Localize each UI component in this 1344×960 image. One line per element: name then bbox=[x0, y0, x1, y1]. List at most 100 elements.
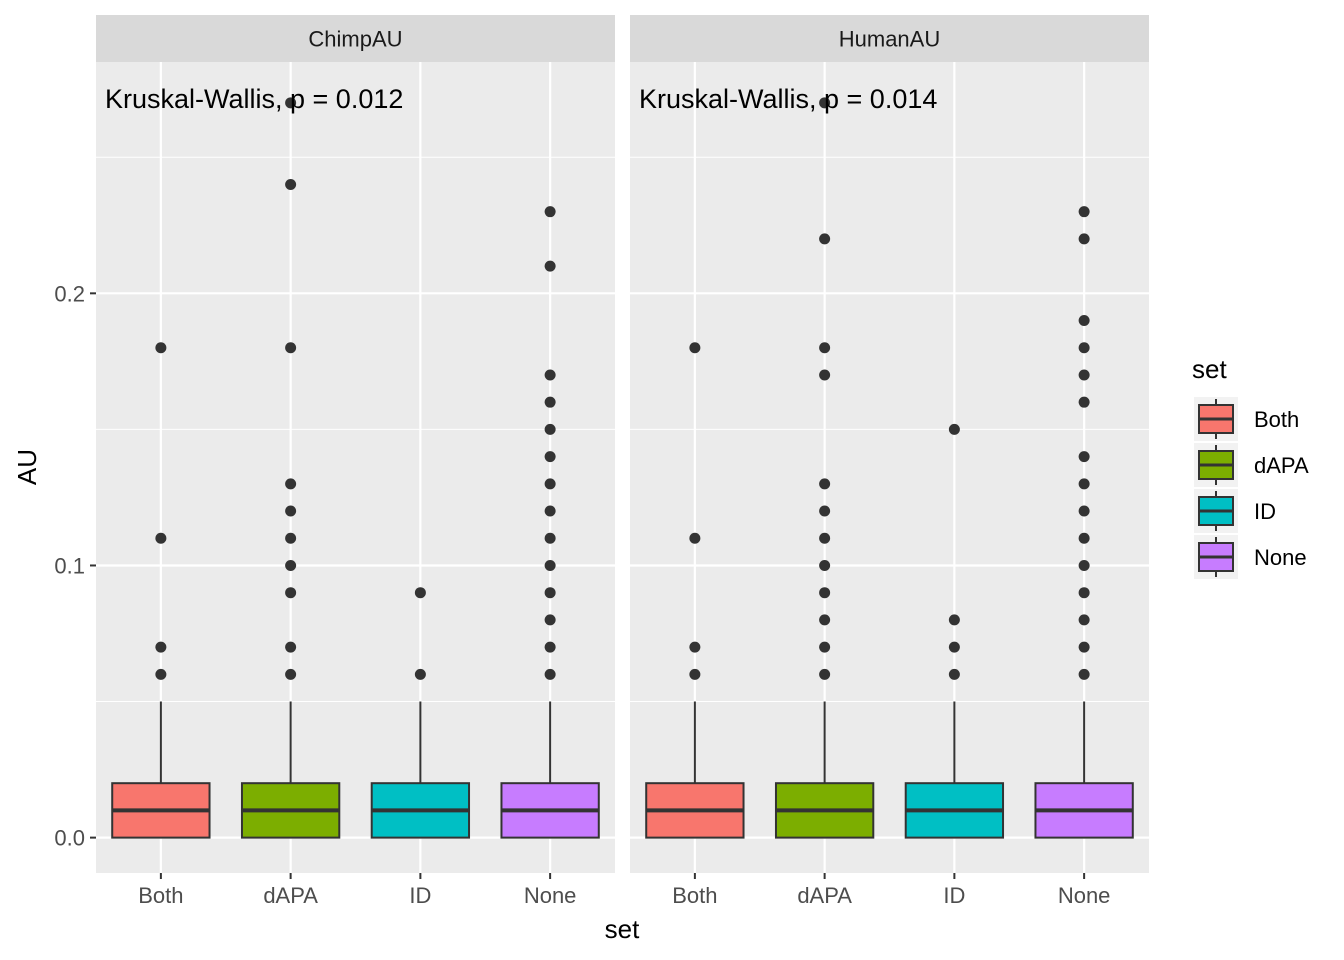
outlier-point bbox=[414, 587, 426, 599]
legend-label: dAPA bbox=[1254, 453, 1309, 478]
box-both bbox=[645, 342, 745, 839]
outlier-point bbox=[1078, 532, 1090, 544]
panel-background bbox=[96, 62, 615, 873]
outlier-point bbox=[285, 641, 297, 653]
box-none bbox=[1034, 206, 1134, 839]
x-tick-label: ID bbox=[943, 883, 965, 908]
x-tick-label: dAPA bbox=[263, 883, 318, 908]
outlier-point bbox=[819, 505, 831, 517]
legend-label: Both bbox=[1254, 407, 1299, 432]
outlier-point bbox=[1078, 369, 1090, 381]
outlier-point bbox=[155, 668, 167, 680]
box-none bbox=[500, 206, 600, 839]
box-dapa bbox=[240, 97, 341, 839]
outlier-point bbox=[689, 641, 701, 653]
outlier-point bbox=[819, 233, 831, 245]
outlier-point bbox=[544, 587, 556, 599]
outlier-point bbox=[1078, 587, 1090, 599]
outlier-point bbox=[948, 641, 960, 653]
outlier-point bbox=[1078, 315, 1090, 327]
outlier-point bbox=[285, 342, 297, 354]
outlier-point bbox=[1078, 396, 1090, 408]
outlier-point bbox=[544, 559, 556, 571]
outlier-point bbox=[544, 423, 556, 435]
outlier-point bbox=[1078, 451, 1090, 463]
outlier-point bbox=[285, 587, 297, 599]
outlier-point bbox=[1078, 641, 1090, 653]
x-tick-label: Both bbox=[672, 883, 717, 908]
outlier-point bbox=[285, 505, 297, 517]
facet-panel-humanau: HumanAU Both dAPA ID None Kruskal-Wallis, p =… bbox=[630, 15, 1149, 908]
outlier-point bbox=[285, 478, 297, 490]
outlier-point bbox=[285, 532, 297, 544]
box-dapa bbox=[774, 97, 875, 839]
facet-strip bbox=[630, 15, 1149, 62]
kruskal-wallis-annotation: Kruskal-Wallis, p = 0.012 bbox=[105, 84, 403, 114]
outlier-point bbox=[689, 532, 701, 544]
outlier-point bbox=[414, 668, 426, 680]
x-tick-label: None bbox=[524, 883, 577, 908]
y-axis: 0.0 0.1 0.2 bbox=[54, 281, 96, 851]
outlier-point bbox=[544, 369, 556, 381]
outlier-point bbox=[285, 668, 297, 680]
outlier-point bbox=[1078, 478, 1090, 490]
outlier-point bbox=[544, 532, 556, 544]
x-axis-title: set bbox=[605, 914, 640, 944]
outlier-point bbox=[948, 423, 960, 435]
box-id bbox=[904, 423, 1005, 839]
outlier-point bbox=[819, 478, 831, 490]
outlier-point bbox=[819, 342, 831, 354]
outlier-point bbox=[285, 178, 297, 190]
outlier-point bbox=[1078, 233, 1090, 245]
outlier-point bbox=[819, 532, 831, 544]
outlier-point bbox=[1078, 206, 1090, 218]
x-tick-label: dAPA bbox=[797, 883, 852, 908]
outlier-point bbox=[544, 206, 556, 218]
outlier-point bbox=[819, 369, 831, 381]
box-id bbox=[370, 587, 471, 839]
y-tick-label: 0.0 bbox=[54, 826, 85, 851]
outlier-point bbox=[544, 614, 556, 626]
box-both bbox=[111, 342, 211, 839]
legend-entry-both: Both bbox=[1194, 397, 1299, 441]
outlier-point bbox=[544, 260, 556, 272]
facet-panel-chimpau: ChimpAU Both dAPA ID None Kruskal-Wallis, p =… bbox=[96, 15, 615, 908]
outlier-point bbox=[544, 478, 556, 490]
kruskal-wallis-annotation: Kruskal-Wallis, p = 0.014 bbox=[639, 84, 937, 114]
x-tick-label: ID bbox=[409, 883, 431, 908]
outlier-point bbox=[544, 505, 556, 517]
legend-label: None bbox=[1254, 545, 1307, 570]
outlier-point bbox=[819, 587, 831, 599]
outlier-point bbox=[544, 641, 556, 653]
facet-strip-label: ChimpAU bbox=[308, 27, 402, 52]
outlier-point bbox=[285, 97, 297, 109]
outlier-point bbox=[155, 342, 167, 354]
outlier-point bbox=[155, 532, 167, 544]
legend-entry-dapa: dAPA bbox=[1194, 443, 1309, 487]
outlier-point bbox=[689, 342, 701, 354]
outlier-point bbox=[819, 641, 831, 653]
y-tick-label: 0.1 bbox=[54, 553, 85, 578]
y-axis-title: AU bbox=[12, 449, 42, 485]
legend-entry-none: None bbox=[1194, 535, 1307, 579]
outlier-point bbox=[819, 668, 831, 680]
outlier-point bbox=[948, 614, 960, 626]
legend-entry-id: ID bbox=[1194, 489, 1276, 533]
x-tick-label: None bbox=[1058, 883, 1111, 908]
facet-strip-label: HumanAU bbox=[839, 27, 940, 52]
outlier-point bbox=[285, 559, 297, 571]
outlier-point bbox=[1078, 668, 1090, 680]
y-tick-label: 0.2 bbox=[54, 281, 85, 306]
outlier-point bbox=[819, 97, 831, 109]
outlier-point bbox=[155, 641, 167, 653]
panel-background bbox=[630, 62, 1149, 873]
outlier-point bbox=[544, 668, 556, 680]
x-tick-label: Both bbox=[138, 883, 183, 908]
facet-panels: ChimpAU Both dAPA ID None Kruskal-Wallis, p =… bbox=[96, 15, 1149, 908]
facet-strip bbox=[96, 15, 615, 62]
outlier-point bbox=[948, 668, 960, 680]
outlier-point bbox=[544, 451, 556, 463]
outlier-point bbox=[1078, 505, 1090, 517]
legend-title: set bbox=[1192, 354, 1227, 384]
